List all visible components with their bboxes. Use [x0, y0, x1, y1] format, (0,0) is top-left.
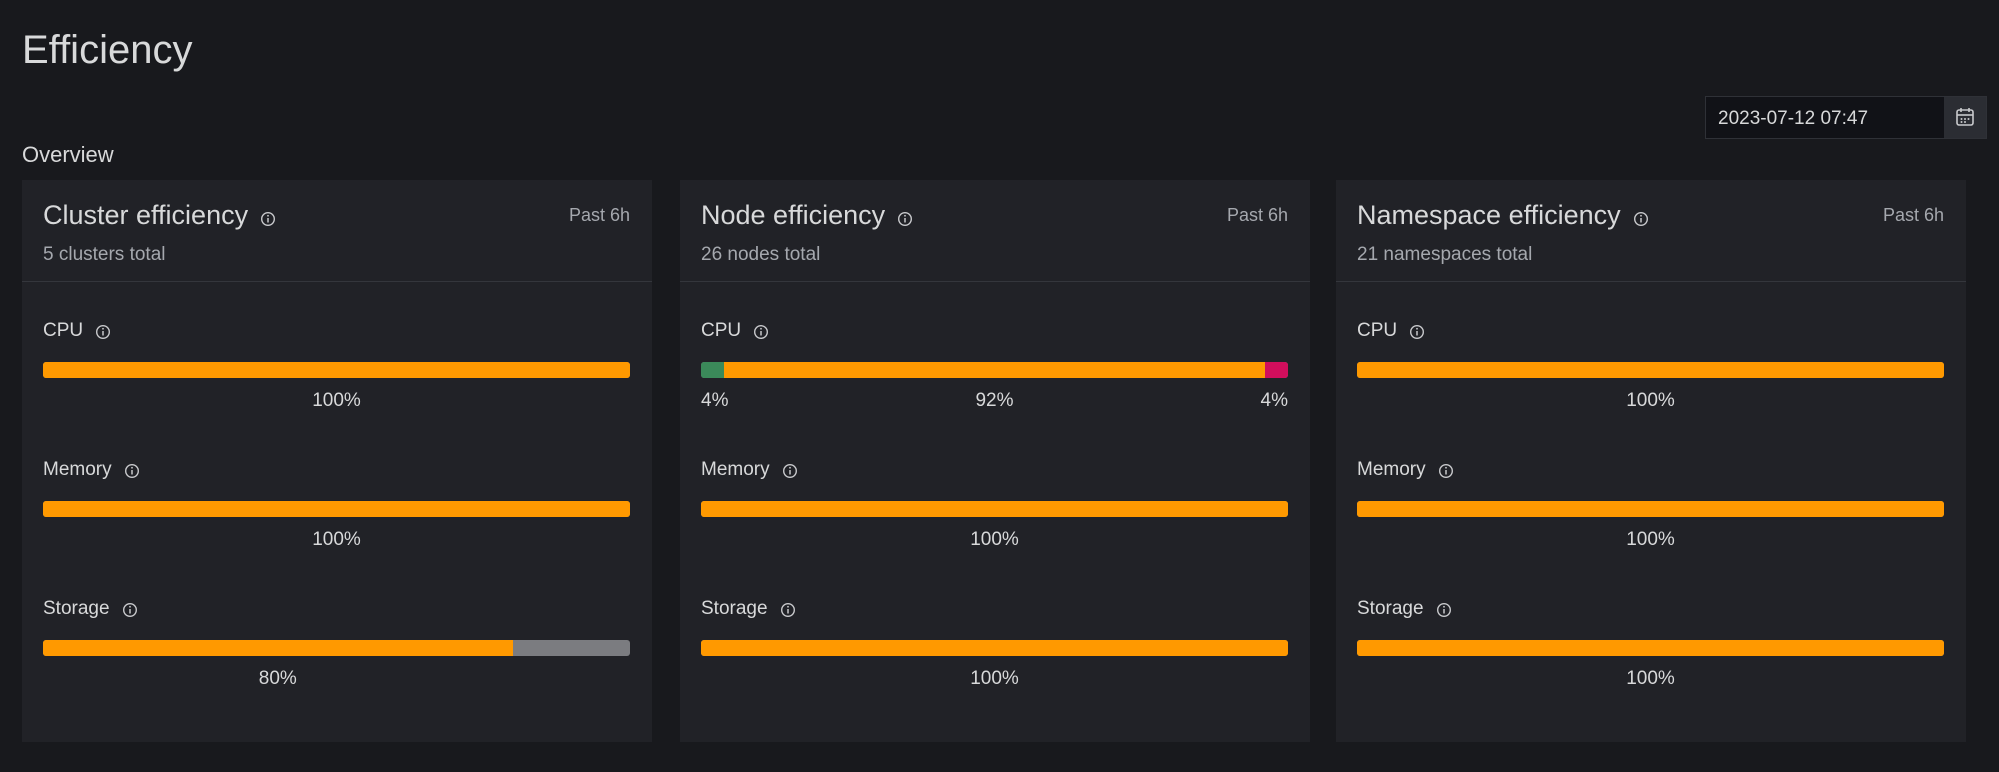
bar-track [701, 362, 1288, 378]
info-icon [1409, 324, 1425, 340]
divider [1336, 281, 1966, 282]
info-glyph [754, 324, 769, 340]
metric-name: Storage [43, 598, 110, 619]
divider [22, 281, 652, 282]
bar-track [701, 640, 1288, 656]
percent-label: 100% [970, 668, 1019, 689]
info-icon [260, 211, 276, 227]
percent-label: 100% [1626, 529, 1675, 550]
metric-name: CPU [1357, 320, 1398, 341]
info-icon [753, 324, 769, 340]
info-icon [124, 463, 140, 479]
bar-segment [1357, 362, 1944, 378]
bar-segment [1357, 501, 1944, 517]
calendar-icon [1956, 108, 1974, 126]
info-glyph [261, 211, 276, 227]
info-glyph [780, 602, 795, 618]
info-icon [1436, 602, 1452, 618]
bar-segment [43, 640, 513, 656]
card-subtitle: 5 clusters total [43, 244, 166, 265]
info-glyph [1438, 463, 1453, 479]
date-input[interactable]: 2023-07-12 07:47 [1718, 108, 1869, 129]
info-icon [1633, 211, 1649, 227]
bar-track [43, 640, 630, 656]
info-glyph [1410, 324, 1425, 340]
bar-segment [701, 640, 1288, 656]
percent-label: 100% [312, 390, 361, 411]
card-title: Cluster efficiency [43, 200, 249, 230]
percent-label: 100% [970, 529, 1019, 550]
card-subtitle: 26 nodes total [701, 244, 821, 265]
bar-segment [43, 362, 630, 378]
bar-segment [43, 501, 630, 517]
bar-track [1357, 640, 1944, 656]
bar-track [43, 362, 630, 378]
card: Cluster efficiency Past 6h 5 clusters tota… [22, 180, 652, 742]
metric-name: CPU [701, 320, 742, 341]
percent-label: 4% [1260, 390, 1288, 411]
info-glyph [122, 602, 137, 618]
info-glyph [898, 211, 913, 227]
percent-label: 80% [258, 668, 297, 689]
percent-label: 100% [1626, 668, 1675, 689]
card-title: Node efficiency [701, 200, 886, 230]
info-icon [782, 463, 798, 479]
info-glyph [96, 324, 111, 340]
date-picker[interactable]: 2023-07-12 07:47 [1705, 96, 1987, 139]
bar-track [1357, 501, 1944, 517]
card-title: Namespace efficiency [1357, 200, 1621, 230]
metric-name: Memory [43, 459, 112, 480]
info-glyph [1633, 211, 1648, 227]
info-icon [122, 602, 138, 618]
bar-segment [701, 501, 1288, 517]
metric-name: Storage [1357, 598, 1424, 619]
info-glyph [124, 463, 139, 479]
info-icon [95, 324, 111, 340]
section-title: Overview [22, 142, 114, 167]
bar-segment [1357, 640, 1944, 656]
bar-segment [1264, 362, 1288, 378]
bar-track [701, 501, 1288, 517]
bar-segment [701, 362, 725, 378]
percent-label: 100% [312, 529, 361, 550]
bar-track [43, 501, 630, 517]
metric-name: CPU [43, 320, 84, 341]
percent-label: 92% [975, 390, 1014, 411]
card: Node efficiency Past 6h 26 nodes total CPU 4… [680, 180, 1310, 742]
divider [680, 281, 1310, 282]
info-icon [1438, 463, 1454, 479]
card: Namespace efficiency Past 6h 21 namespaces… [1336, 180, 1966, 742]
page-title: Efficiency [22, 28, 193, 72]
card-subtitle: 21 namespaces total [1357, 244, 1533, 265]
bar-track [1357, 362, 1944, 378]
info-glyph [782, 463, 797, 479]
info-icon [780, 602, 796, 618]
card-period: Past 6h [568, 205, 630, 225]
card-period: Past 6h [1882, 205, 1944, 225]
percent-label: 4% [701, 390, 729, 411]
metric-name: Storage [701, 598, 768, 619]
percent-label: 100% [1626, 390, 1675, 411]
bar-segment [724, 362, 1265, 378]
metric-name: Memory [1357, 459, 1426, 480]
info-icon [897, 211, 913, 227]
calendar-button[interactable] [1944, 97, 1986, 138]
metric-name: Memory [701, 459, 770, 480]
card-period: Past 6h [1226, 205, 1288, 225]
info-glyph [1436, 602, 1451, 618]
